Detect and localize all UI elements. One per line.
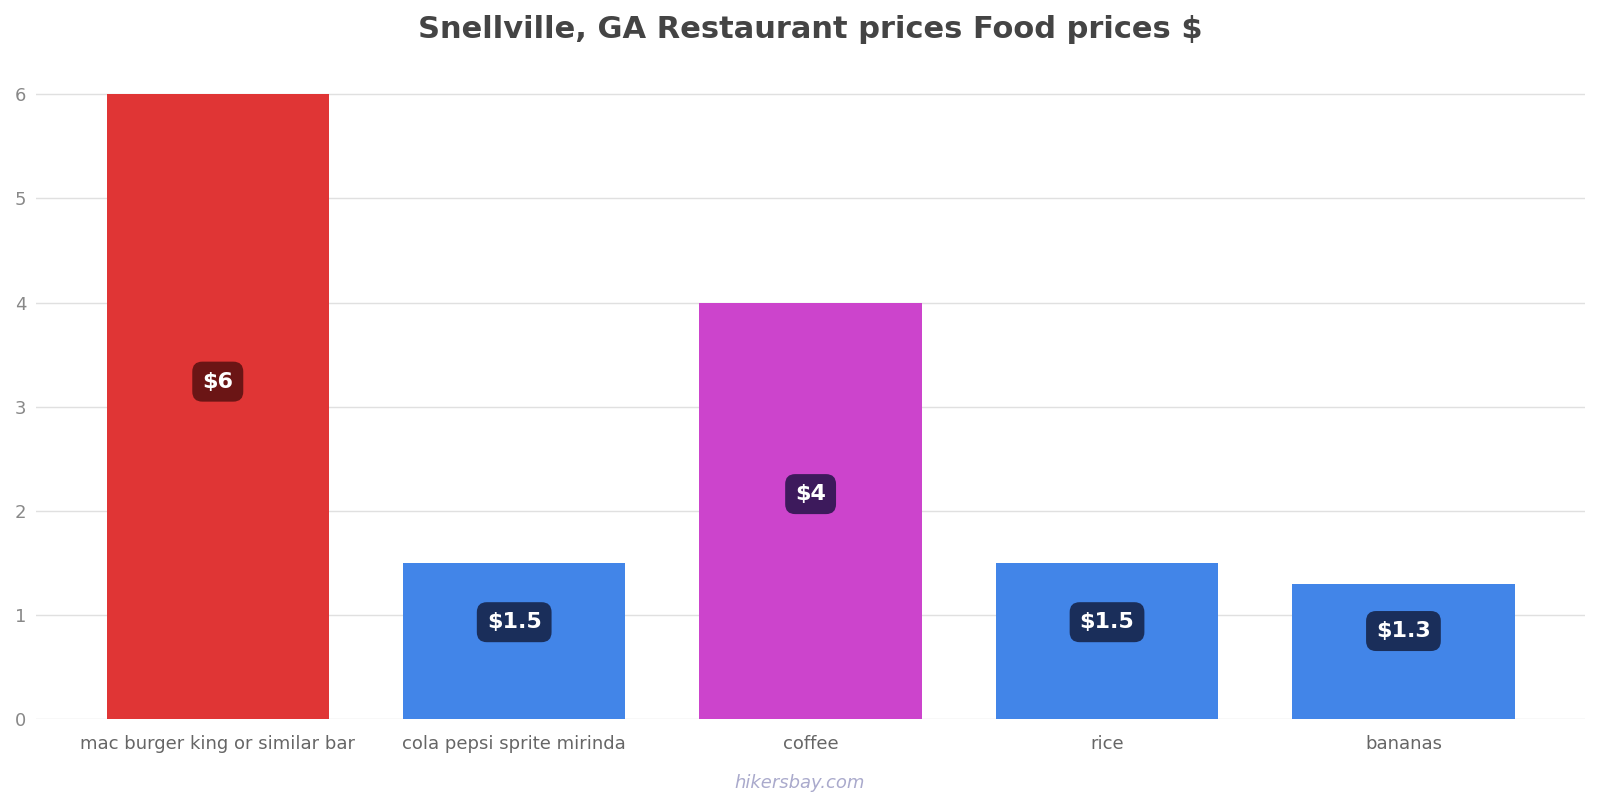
Text: $1.5: $1.5 (1080, 612, 1134, 632)
Title: Snellville, GA Restaurant prices Food prices $: Snellville, GA Restaurant prices Food pr… (418, 15, 1203, 44)
Text: hikersbay.com: hikersbay.com (734, 774, 866, 792)
Bar (995, 563, 1218, 719)
Text: $4: $4 (795, 484, 826, 504)
Bar (403, 563, 626, 719)
Bar (107, 94, 330, 719)
Bar (1293, 584, 1515, 719)
Text: $6: $6 (202, 372, 234, 392)
Text: $1.5: $1.5 (486, 612, 541, 632)
Bar (699, 302, 922, 719)
Text: $1.3: $1.3 (1376, 621, 1430, 641)
